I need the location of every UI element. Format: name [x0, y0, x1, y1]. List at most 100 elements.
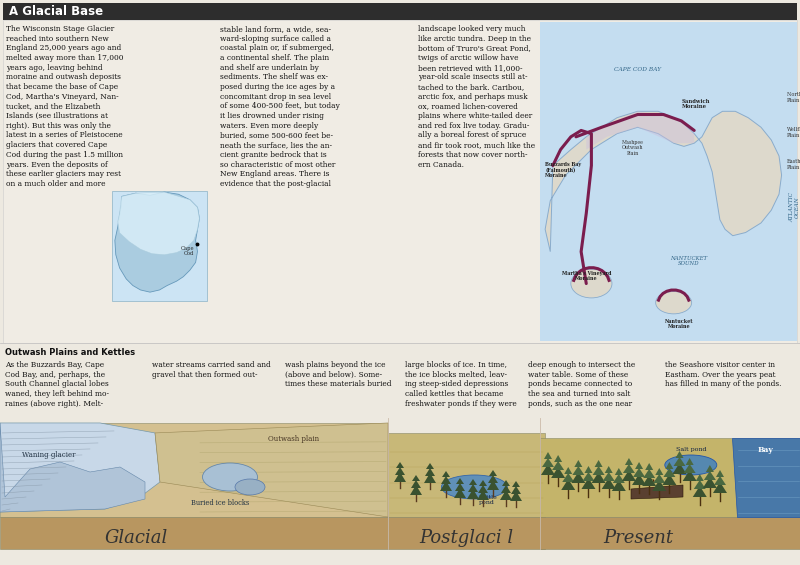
- Polygon shape: [467, 489, 479, 499]
- Text: A Glacial Base: A Glacial Base: [9, 5, 103, 18]
- Polygon shape: [564, 467, 572, 474]
- Polygon shape: [477, 490, 489, 500]
- Polygon shape: [0, 423, 160, 512]
- Text: wash plains beyond the ice
(above and below). Some-
times these materials buried: wash plains beyond the ice (above and be…: [285, 361, 391, 388]
- Polygon shape: [602, 472, 614, 481]
- Polygon shape: [586, 111, 694, 150]
- Polygon shape: [572, 466, 584, 475]
- Text: NANTUCKET
SOUND: NANTUCKET SOUND: [670, 256, 708, 267]
- Polygon shape: [571, 472, 586, 483]
- Polygon shape: [662, 474, 677, 485]
- Polygon shape: [675, 451, 683, 458]
- Polygon shape: [511, 486, 521, 494]
- Polygon shape: [440, 481, 452, 491]
- Polygon shape: [622, 470, 636, 481]
- Polygon shape: [551, 467, 565, 478]
- Ellipse shape: [571, 269, 612, 298]
- Polygon shape: [582, 478, 595, 489]
- Polygon shape: [593, 466, 605, 475]
- Polygon shape: [706, 465, 714, 472]
- Text: Present: Present: [604, 529, 674, 547]
- Polygon shape: [704, 471, 716, 480]
- Polygon shape: [442, 471, 450, 477]
- Polygon shape: [0, 517, 388, 549]
- Text: Glacial: Glacial: [104, 529, 167, 547]
- Polygon shape: [655, 468, 663, 475]
- Text: Salt pond: Salt pond: [675, 447, 706, 452]
- Text: As the Buzzards Bay, Cape
Cod Bay, and, perhaps, the
South Channel glacial lobes: As the Buzzards Bay, Cape Cod Bay, and, …: [5, 361, 109, 408]
- Polygon shape: [441, 476, 451, 484]
- Bar: [3, 20, 797, 343]
- Text: water streams carried sand and
gravel that then formed out-: water streams carried sand and gravel th…: [152, 361, 270, 379]
- Polygon shape: [425, 468, 435, 476]
- Text: Bay: Bay: [757, 446, 773, 454]
- Polygon shape: [615, 468, 623, 475]
- Polygon shape: [455, 483, 465, 491]
- Polygon shape: [540, 438, 800, 517]
- Polygon shape: [410, 485, 422, 495]
- Polygon shape: [693, 486, 706, 497]
- Text: Buried ice blocks: Buried ice blocks: [191, 499, 249, 507]
- Polygon shape: [479, 480, 487, 486]
- Polygon shape: [469, 479, 477, 485]
- Text: large blocks of ice. In time,
the ice blocks melted, leav-
ing steep-sided depre: large blocks of ice. In time, the ice bl…: [405, 361, 517, 408]
- Text: Sandwich
Moraine: Sandwich Moraine: [682, 98, 710, 109]
- Polygon shape: [396, 462, 404, 468]
- Ellipse shape: [202, 463, 258, 491]
- Polygon shape: [666, 462, 674, 469]
- Text: the Seashore visitor center in
Eastham. Over the years peat
has filled in many o: the Seashore visitor center in Eastham. …: [665, 361, 782, 388]
- Polygon shape: [582, 472, 594, 481]
- Polygon shape: [574, 460, 582, 467]
- Text: Peat: Peat: [650, 479, 664, 484]
- Polygon shape: [510, 491, 522, 501]
- Polygon shape: [605, 466, 613, 473]
- Polygon shape: [716, 470, 724, 477]
- Polygon shape: [512, 481, 520, 487]
- Text: CAPE COD BAY: CAPE COD BAY: [614, 67, 662, 72]
- Polygon shape: [489, 470, 497, 476]
- Polygon shape: [454, 488, 466, 498]
- Text: North Truro
Plain: North Truro Plain: [786, 92, 800, 103]
- Polygon shape: [643, 469, 655, 478]
- Polygon shape: [0, 423, 388, 517]
- Text: Nantucket
Moraine: Nantucket Moraine: [665, 319, 693, 329]
- Text: deep enough to intersect the
water table. Some of these
ponds became connected t: deep enough to intersect the water table…: [528, 361, 635, 408]
- Bar: [0, 343, 800, 565]
- Polygon shape: [388, 517, 545, 549]
- Polygon shape: [673, 463, 686, 474]
- Polygon shape: [487, 480, 499, 490]
- Polygon shape: [696, 474, 704, 481]
- Polygon shape: [633, 468, 645, 477]
- Polygon shape: [642, 475, 656, 486]
- Polygon shape: [468, 484, 478, 492]
- Ellipse shape: [656, 292, 692, 314]
- Polygon shape: [612, 480, 626, 491]
- Polygon shape: [118, 192, 199, 255]
- Text: Martha's Vineyard
Moraine: Martha's Vineyard Moraine: [562, 271, 611, 281]
- Polygon shape: [545, 111, 782, 251]
- Bar: [3, 3, 797, 20]
- Polygon shape: [694, 480, 706, 489]
- Polygon shape: [713, 482, 727, 493]
- Text: stable land form, a wide, sea-
ward-sloping surface called a
coastal plain or, i: stable land form, a wide, sea- ward-slop…: [220, 25, 340, 188]
- Polygon shape: [562, 473, 574, 482]
- Polygon shape: [501, 485, 511, 493]
- Polygon shape: [645, 463, 653, 470]
- Polygon shape: [554, 455, 562, 462]
- Polygon shape: [632, 474, 646, 485]
- Polygon shape: [500, 490, 512, 500]
- Polygon shape: [552, 461, 564, 470]
- Ellipse shape: [442, 475, 507, 499]
- Polygon shape: [631, 485, 683, 499]
- Text: landscape looked very much
like arctic tundra. Deep in the
bottom of Truro's Gre: landscape looked very much like arctic t…: [418, 25, 535, 168]
- Polygon shape: [686, 458, 694, 465]
- Polygon shape: [540, 517, 800, 549]
- Polygon shape: [424, 473, 436, 483]
- Polygon shape: [625, 458, 633, 465]
- Polygon shape: [395, 467, 405, 475]
- Polygon shape: [682, 470, 697, 481]
- Polygon shape: [585, 466, 593, 473]
- Polygon shape: [541, 464, 555, 475]
- Polygon shape: [591, 472, 606, 483]
- Text: Waning glacier: Waning glacier: [22, 451, 75, 459]
